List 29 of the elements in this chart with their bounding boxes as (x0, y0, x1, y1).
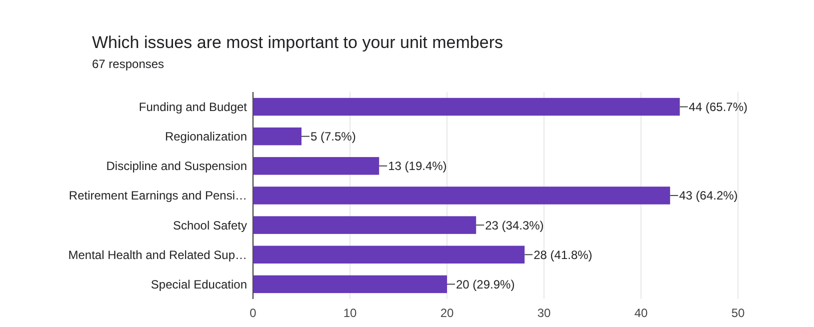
bar (253, 127, 302, 146)
x-tick-label: 0 (250, 306, 257, 320)
bar (253, 275, 447, 294)
y-tick-label: Discipline and Suspension (106, 159, 247, 174)
y-tick-label: Regionalization (164, 130, 247, 144)
bar (253, 246, 525, 264)
bar (253, 186, 670, 204)
bar (253, 157, 380, 175)
y-tick-label: School Safety (172, 218, 247, 232)
bar (253, 98, 680, 116)
x-tick-label: 20 (440, 306, 454, 320)
text: 67 responses (92, 57, 164, 71)
data-label: 43 (64.2%) (679, 188, 738, 203)
y-tick-label: Special Education (150, 277, 247, 292)
data-label: 44 (65.7%) (688, 100, 748, 114)
y-tick-label: Funding and Budget (138, 100, 248, 114)
bar (253, 216, 476, 234)
data-label: 23 (34.3%) (485, 218, 544, 232)
chart-title: Which issues are most important to your unit members (92, 33, 503, 52)
x-tick-label: 40 (634, 306, 648, 320)
x-tick-label: 30 (537, 306, 551, 320)
y-tick-label: Retirement Earnings and Pensi… (68, 188, 247, 203)
x-tick-label: 10 (343, 306, 357, 320)
y-tick-label: Mental Health and Related Sup… (68, 248, 247, 262)
data-label: 13 (19.4%) (388, 159, 447, 174)
data-label: 5 (7.5%) (310, 130, 356, 144)
data-label: 28 (41.8%) (534, 248, 592, 262)
x-tick-label: 50 (731, 306, 745, 320)
data-label: 20 (29.9%) (456, 277, 515, 292)
